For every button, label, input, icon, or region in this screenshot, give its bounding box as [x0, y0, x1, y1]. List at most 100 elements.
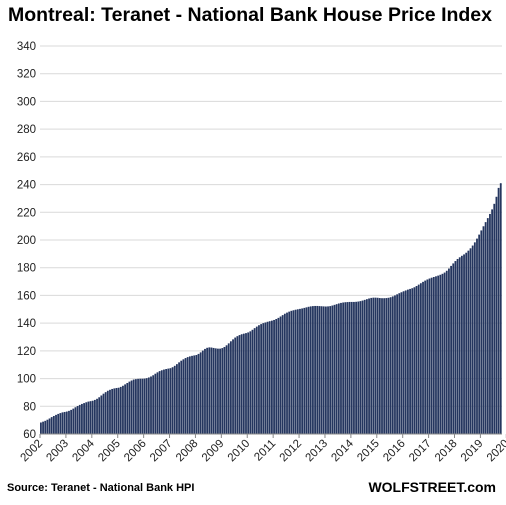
bar — [484, 222, 487, 434]
bar — [359, 301, 362, 434]
bar — [281, 315, 284, 434]
bar — [312, 306, 314, 434]
bar — [255, 326, 258, 434]
bar — [52, 415, 55, 434]
bar — [460, 255, 463, 434]
bar — [473, 242, 476, 434]
bar — [346, 302, 349, 434]
bar — [467, 250, 470, 434]
bar — [55, 414, 57, 434]
bar — [489, 213, 491, 434]
bar — [430, 277, 433, 434]
bar — [361, 300, 364, 434]
bar — [340, 302, 342, 434]
bar — [167, 368, 170, 434]
y-tick-label: 80 — [23, 401, 36, 413]
bar — [124, 384, 127, 434]
bar — [452, 263, 455, 434]
x-axis: 2002 2003 2004 2005 2006 2007 2008 2009 2010 2011… — [19, 433, 506, 465]
bar — [262, 323, 265, 434]
bar — [156, 372, 159, 434]
bar — [258, 325, 260, 434]
bar — [89, 401, 92, 434]
bar — [132, 379, 135, 434]
bar — [61, 412, 64, 434]
bar — [355, 301, 358, 434]
bar — [471, 245, 474, 434]
bar — [404, 290, 407, 434]
bar — [486, 218, 489, 434]
bar — [223, 346, 226, 434]
bar — [266, 321, 269, 434]
y-tick-label: 60 — [23, 429, 36, 441]
bar — [374, 297, 377, 434]
bar — [279, 316, 282, 434]
bar — [363, 299, 366, 434]
chart-title: Montreal: Teranet - National Bank House … — [8, 4, 492, 26]
bar — [87, 401, 90, 434]
bar — [324, 306, 327, 434]
bar — [65, 411, 68, 434]
bar — [160, 370, 163, 434]
bar — [378, 298, 381, 434]
y-tick-label: 240 — [17, 180, 36, 192]
bar — [348, 301, 351, 434]
bar — [48, 418, 51, 434]
bar — [191, 355, 193, 434]
bar — [424, 280, 427, 434]
x-tick-label: 2019 — [459, 438, 486, 465]
bar — [141, 378, 144, 434]
bar — [342, 302, 345, 434]
bar — [154, 373, 157, 434]
bar — [407, 289, 409, 434]
bar — [188, 356, 191, 434]
bar — [169, 368, 172, 434]
y-tick-label: 340 — [17, 41, 36, 53]
bar — [83, 403, 85, 434]
x-tick-label: 2013 — [304, 438, 331, 465]
bar — [419, 283, 422, 434]
bar — [344, 302, 347, 434]
source-note: Source: Teranet - National Bank HPI — [7, 482, 195, 494]
bar — [381, 298, 383, 434]
bar — [186, 357, 189, 434]
bar — [353, 301, 355, 434]
bar — [387, 297, 390, 434]
bar — [329, 306, 332, 434]
bar — [173, 365, 176, 434]
bar — [163, 369, 165, 434]
bar — [290, 310, 293, 434]
bar — [443, 272, 446, 434]
bar — [277, 317, 280, 434]
bar — [350, 301, 353, 434]
bar — [81, 403, 83, 434]
bar — [445, 270, 448, 434]
bar — [309, 306, 312, 434]
bar — [76, 406, 79, 434]
x-tick-label: 2014 — [329, 437, 356, 464]
bar — [96, 398, 98, 434]
x-tick-label: 2005 — [96, 438, 123, 465]
bar — [337, 303, 340, 434]
x-tick-label: 2015 — [355, 438, 382, 465]
brand-watermark: WOLFSTREET.com — [368, 479, 496, 495]
bar — [182, 359, 185, 434]
bar — [469, 248, 472, 434]
x-tick-label: 2010 — [226, 438, 253, 465]
bar — [365, 299, 368, 434]
y-tick-label: 120 — [17, 346, 36, 358]
bar — [158, 371, 161, 434]
bar — [85, 402, 88, 434]
bar — [273, 319, 275, 434]
bar — [411, 288, 414, 434]
bar — [217, 348, 219, 434]
bar — [232, 339, 234, 434]
x-tick-label: 2004 — [70, 437, 97, 464]
y-tick-label: 140 — [17, 318, 36, 330]
x-tick-label: 2002 — [19, 438, 46, 465]
bar — [221, 348, 224, 434]
bar — [357, 301, 360, 434]
bar — [109, 389, 111, 434]
bar-series — [40, 183, 502, 434]
bar — [72, 408, 75, 434]
